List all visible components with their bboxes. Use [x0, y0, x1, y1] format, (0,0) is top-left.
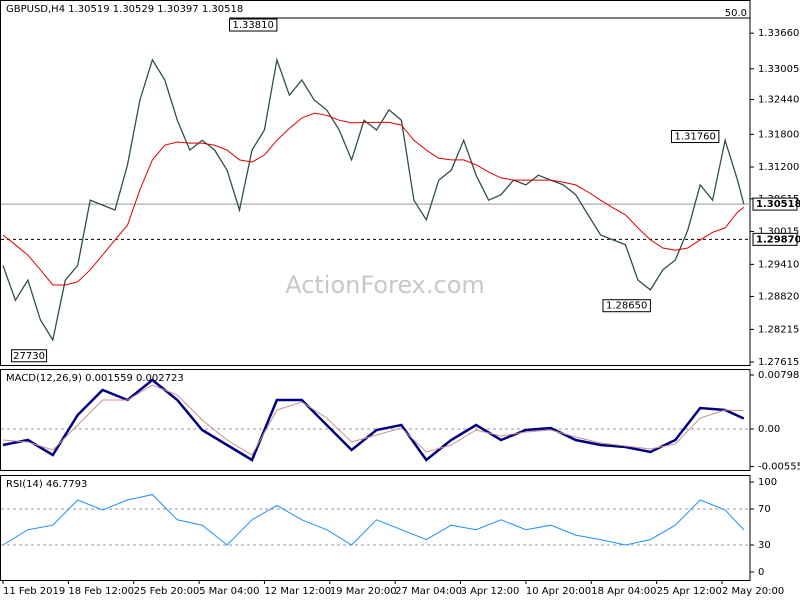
- annotation-box: [670, 130, 720, 144]
- x-tick-label: 27 Mar 04:00: [395, 586, 462, 597]
- watermark: ActionForex.com: [285, 271, 485, 299]
- y-tick-label: 1.33005: [758, 64, 799, 75]
- panel-frame: [0, 369, 751, 471]
- y-tick-label: 30: [758, 540, 771, 551]
- y-tick-label: 70: [758, 504, 771, 515]
- y-tick-label: 1.29410: [758, 259, 799, 270]
- x-tick-label: 25 Feb 20:00: [134, 586, 200, 597]
- x-tick-label: 18 Apr 04:00: [591, 586, 656, 597]
- level-label: 1.30518: [756, 199, 800, 210]
- x-tick-label: 19 Mar 20:00: [330, 586, 397, 597]
- y-tick-label: 0: [758, 567, 764, 578]
- y-tick-label: 1.31800: [758, 129, 799, 140]
- level-label-box: [752, 197, 798, 211]
- series-line: [2, 57, 745, 342]
- x-tick-label: 25 Apr 12:00: [657, 586, 722, 597]
- panel-title: RSI(14) 46.7793: [6, 479, 87, 490]
- y-tick-label: 1.28215: [758, 324, 799, 335]
- panel-frame: [0, 475, 751, 581]
- y-tick-label: 1.31200: [758, 162, 799, 173]
- y-tick-label: 100: [758, 477, 777, 488]
- series-line: [2, 384, 744, 456]
- y-tick-label: -0.005559: [758, 462, 800, 473]
- annotation-label: 27730: [13, 351, 45, 362]
- x-tick-label: 2 May 20:00: [722, 586, 784, 597]
- panel-title: GBPUSD,H4 1.30519 1.30529 1.30397 1.3051…: [6, 4, 243, 15]
- level-label: 1.29870: [756, 234, 800, 245]
- annotation-label: 1.28650: [606, 301, 647, 312]
- x-tick-label: 18 Feb 12:00: [68, 586, 134, 597]
- y-tick-label: 0.00: [758, 424, 780, 435]
- y-tick-label: 1.33660: [758, 28, 799, 39]
- annotation-label: 1.33810: [233, 20, 274, 31]
- series-line: [2, 112, 745, 286]
- y-tick-label: 1.32440: [758, 95, 799, 106]
- fib-label: 50.0: [725, 8, 747, 19]
- series-line: [2, 494, 745, 546]
- y-tick-label: 1.30015: [758, 226, 799, 237]
- y-tick-label: 1.28820: [758, 291, 799, 302]
- annotation-box: [602, 299, 651, 313]
- panel-frame: [0, 0, 751, 366]
- annotation-box: [11, 349, 48, 363]
- x-tick-label: 12 Mar 12:00: [264, 586, 331, 597]
- x-tick-label: 10 Apr 20:00: [526, 586, 591, 597]
- panel-title: MACD(12,26,9) 0.001559 0.002723: [6, 373, 184, 384]
- y-tick-label: 1.27615: [758, 357, 799, 368]
- x-tick-label: 11 Feb 2019: [3, 586, 65, 597]
- level-label-box: [752, 232, 798, 246]
- x-tick-label: 5 Mar 04:00: [199, 586, 259, 597]
- y-tick-label: 0.007983: [758, 370, 800, 381]
- annotation-label: 1.31760: [674, 132, 715, 143]
- x-tick-label: 3 Apr 12:00: [461, 586, 520, 597]
- annotation-box: [229, 18, 278, 32]
